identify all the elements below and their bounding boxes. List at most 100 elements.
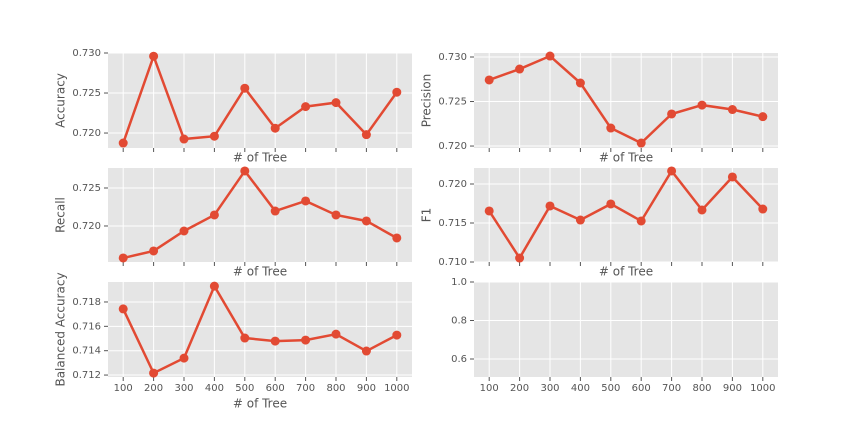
line bbox=[122, 168, 398, 260]
marker bbox=[727, 172, 737, 182]
x-axis-label: # of Tree bbox=[233, 151, 287, 165]
y-tick-label: 0.730 bbox=[438, 52, 467, 63]
x-tick-label: 500 bbox=[601, 383, 620, 394]
x-tick-label: 600 bbox=[266, 383, 285, 394]
marker bbox=[179, 353, 189, 363]
x-axis-label: # of Tree bbox=[599, 265, 653, 279]
plot-area bbox=[474, 53, 778, 148]
y-axis-label: Precision bbox=[420, 74, 434, 128]
x-tick-label: 300 bbox=[540, 383, 559, 394]
y-tick-label: 0.720 bbox=[438, 141, 467, 152]
marker bbox=[575, 78, 585, 88]
y-tick-label: 0.710 bbox=[438, 257, 467, 268]
y-tick-label: 0.712 bbox=[72, 370, 101, 381]
marker bbox=[667, 166, 677, 176]
y-axis-label: F1 bbox=[420, 208, 434, 223]
marker bbox=[149, 368, 159, 378]
x-tick-label: 400 bbox=[205, 383, 224, 394]
x-tick-label: 1000 bbox=[750, 383, 775, 394]
marker bbox=[118, 304, 128, 314]
marker bbox=[758, 112, 768, 122]
marker bbox=[331, 98, 341, 108]
marker bbox=[301, 335, 311, 345]
marker bbox=[240, 83, 250, 93]
x-axis-label: # of Tree bbox=[233, 265, 287, 279]
y-axis-label: Balanced Accuracy bbox=[54, 272, 68, 386]
y-tick-label: 0.730 bbox=[72, 48, 101, 59]
marker bbox=[758, 204, 768, 214]
marker bbox=[392, 233, 402, 243]
marker bbox=[636, 138, 646, 148]
y-tick-label: 0.714 bbox=[72, 346, 101, 357]
marker bbox=[484, 206, 494, 216]
marker bbox=[179, 226, 189, 236]
marker bbox=[515, 253, 525, 263]
x-tick-label: 1000 bbox=[384, 383, 409, 394]
x-tick-label: 100 bbox=[480, 383, 499, 394]
y-tick-label: 0.720 bbox=[72, 221, 101, 232]
marker bbox=[301, 102, 311, 112]
marker bbox=[301, 196, 311, 206]
marker bbox=[331, 329, 341, 339]
marker bbox=[636, 216, 646, 226]
line bbox=[122, 283, 398, 375]
marker bbox=[270, 206, 280, 216]
y-tick-label: 0.725 bbox=[72, 183, 101, 194]
marker bbox=[667, 109, 677, 119]
marker bbox=[179, 134, 189, 144]
y-tick-label: 0.6 bbox=[451, 354, 467, 365]
x-tick-label: 300 bbox=[174, 383, 193, 394]
y-tick-label: 0.725 bbox=[72, 88, 101, 99]
marker bbox=[392, 330, 402, 340]
marker bbox=[331, 210, 341, 220]
x-tick-label: 800 bbox=[326, 383, 345, 394]
marker bbox=[697, 205, 707, 215]
y-tick-label: 1.0 bbox=[451, 277, 467, 288]
marker bbox=[606, 199, 616, 209]
y-tick-label: 0.715 bbox=[438, 218, 467, 229]
marker bbox=[270, 123, 280, 133]
y-axis-label: Accuracy bbox=[54, 73, 68, 128]
x-tick-label: 700 bbox=[662, 383, 681, 394]
x-tick-label: 500 bbox=[235, 383, 254, 394]
x-tick-label: 800 bbox=[692, 383, 711, 394]
x-tick-label: 700 bbox=[296, 383, 315, 394]
line bbox=[488, 54, 764, 145]
marker bbox=[240, 166, 250, 176]
x-axis-label: # of Tree bbox=[599, 151, 653, 165]
marker bbox=[575, 215, 585, 225]
marker bbox=[606, 123, 616, 133]
x-axis-label: # of Tree bbox=[233, 397, 287, 411]
marker bbox=[361, 216, 371, 226]
y-tick-label: 0.720 bbox=[72, 128, 101, 139]
marker bbox=[209, 210, 219, 220]
marker bbox=[209, 281, 219, 291]
x-tick-label: 200 bbox=[144, 383, 163, 394]
y-tick-label: 0.718 bbox=[72, 297, 101, 308]
marker bbox=[240, 333, 250, 343]
marker bbox=[515, 64, 525, 74]
marker bbox=[392, 87, 402, 97]
y-tick-label: 0.725 bbox=[438, 97, 467, 108]
line bbox=[488, 168, 764, 261]
marker bbox=[361, 130, 371, 140]
x-tick-label: 900 bbox=[357, 383, 376, 394]
x-tick-label: 400 bbox=[571, 383, 590, 394]
line bbox=[122, 52, 398, 144]
marker bbox=[118, 253, 128, 263]
marker bbox=[118, 138, 128, 148]
x-tick-label: 900 bbox=[723, 383, 742, 394]
marker bbox=[149, 51, 159, 61]
plot-area bbox=[474, 282, 778, 377]
marker bbox=[697, 100, 707, 110]
marker bbox=[545, 201, 555, 211]
y-tick-label: 0.716 bbox=[72, 321, 101, 332]
marker bbox=[361, 346, 371, 356]
marker bbox=[270, 336, 280, 346]
x-tick-label: 100 bbox=[114, 383, 133, 394]
y-tick-label: 0.8 bbox=[451, 316, 467, 327]
marker bbox=[727, 105, 737, 115]
x-tick-label: 200 bbox=[510, 383, 529, 394]
y-tick-label: 0.720 bbox=[438, 179, 467, 190]
